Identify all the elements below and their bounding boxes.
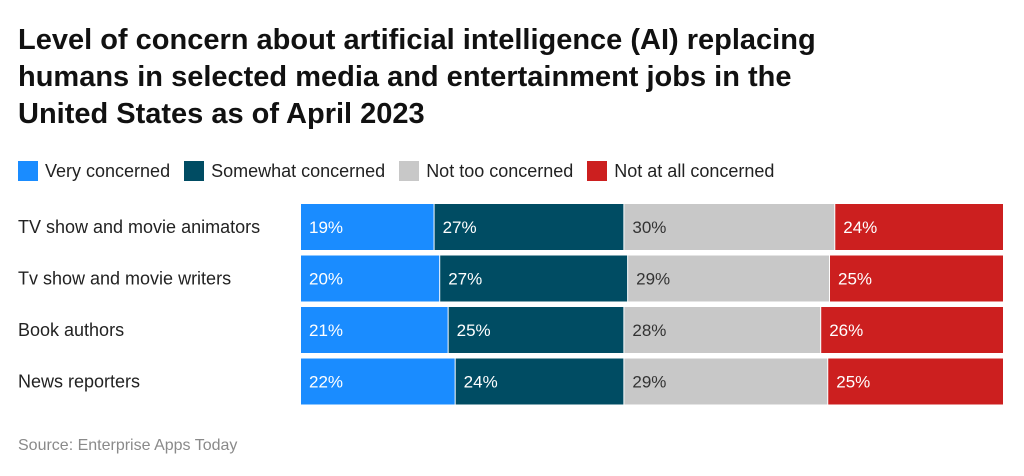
data-label-not-too-concerned-book-authors: 28%: [632, 321, 666, 340]
legend-swatch-somewhat-concerned: [184, 161, 205, 181]
bar-somewhat-concerned-tv-show-and-movie-writers: [440, 255, 628, 302]
bar-somewhat-concerned-tv-show-and-movie-animators: [434, 204, 624, 250]
legend-item-somewhat-concerned: Somewhat concerned: [184, 161, 385, 182]
legend-swatch-very-concerned: [18, 161, 38, 181]
bar-somewhat-concerned-news-reporters: [455, 358, 624, 405]
category-label-book-authors: Book authors: [18, 320, 124, 340]
legend-swatch-not-too-concerned: [399, 161, 420, 181]
bar-not-at-all-concerned-news-reporters: [828, 358, 1003, 405]
data-label-very-concerned-tv-show-and-movie-writers: 20%: [309, 270, 343, 289]
bar-very-concerned-news-reporters: [301, 358, 455, 405]
data-label-not-at-all-concerned-news-reporters: 25%: [836, 373, 870, 392]
category-label-tv-show-and-movie-writers: Tv show and movie writers: [18, 269, 231, 289]
bar-not-at-all-concerned-book-authors: [821, 307, 1003, 353]
legend-item-not-at-all-concerned: Not at all concerned: [587, 161, 774, 182]
bar-very-concerned-tv-show-and-movie-writers: [301, 255, 440, 302]
bar-very-concerned-tv-show-and-movie-animators: [301, 204, 434, 250]
data-label-very-concerned-tv-show-and-movie-animators: 19%: [309, 218, 343, 237]
bar-not-too-concerned-news-reporters: [624, 358, 828, 405]
data-label-somewhat-concerned-tv-show-and-movie-writers: 27%: [448, 270, 482, 289]
data-label-not-too-concerned-news-reporters: 29%: [632, 373, 666, 392]
bar-very-concerned-book-authors: [301, 307, 448, 353]
category-label-news-reporters: News reporters: [18, 372, 140, 392]
data-label-somewhat-concerned-news-reporters: 24%: [464, 373, 498, 392]
chart-title-line-3: United States as of April 2023: [18, 98, 425, 130]
chart-title-line-2: humans in selected media and entertainme…: [18, 61, 792, 93]
data-label-not-at-all-concerned-tv-show-and-movie-writers: 25%: [838, 270, 872, 289]
data-label-not-too-concerned-tv-show-and-movie-writers: 29%: [636, 270, 670, 289]
legend-item-very-concerned: Very concerned: [18, 161, 170, 182]
data-label-somewhat-concerned-book-authors: 25%: [457, 321, 491, 340]
legend-label-not-too-concerned: Not too concerned: [426, 160, 574, 181]
category-label-tv-show-and-movie-animators: TV show and movie animators: [18, 217, 260, 237]
bar-not-too-concerned-tv-show-and-movie-animators: [624, 204, 835, 250]
data-label-very-concerned-book-authors: 21%: [309, 321, 343, 340]
source-note: Source: Enterprise Apps Today: [18, 437, 238, 454]
bar-not-too-concerned-tv-show-and-movie-writers: [628, 255, 829, 302]
bar-not-at-all-concerned-tv-show-and-movie-animators: [835, 204, 1003, 250]
legend-label-not-at-all-concerned: Not at all concerned: [614, 160, 775, 181]
legend-swatch-not-at-all-concerned: [587, 161, 608, 181]
chart-legend: Very concerned Somewhat concerned Not to…: [18, 158, 788, 184]
data-label-very-concerned-news-reporters: 22%: [309, 373, 343, 392]
chart-title: Level of concern about artificial intell…: [18, 22, 1008, 133]
legend-label-very-concerned: Very concerned: [45, 160, 171, 181]
data-label-somewhat-concerned-tv-show-and-movie-animators: 27%: [443, 218, 477, 237]
bar-somewhat-concerned-book-authors: [448, 307, 624, 353]
chart-title-line-1: Level of concern about artificial intell…: [18, 24, 816, 56]
bar-not-too-concerned-book-authors: [624, 307, 821, 353]
data-label-not-at-all-concerned-tv-show-and-movie-animators: 24%: [843, 218, 877, 237]
data-label-not-too-concerned-tv-show-and-movie-animators: 30%: [632, 218, 666, 237]
legend-label-somewhat-concerned: Somewhat concerned: [211, 160, 386, 181]
data-label-not-at-all-concerned-book-authors: 26%: [829, 321, 863, 340]
bar-not-at-all-concerned-tv-show-and-movie-writers: [829, 255, 1003, 302]
legend-item-not-too-concerned: Not too concerned: [399, 161, 573, 182]
